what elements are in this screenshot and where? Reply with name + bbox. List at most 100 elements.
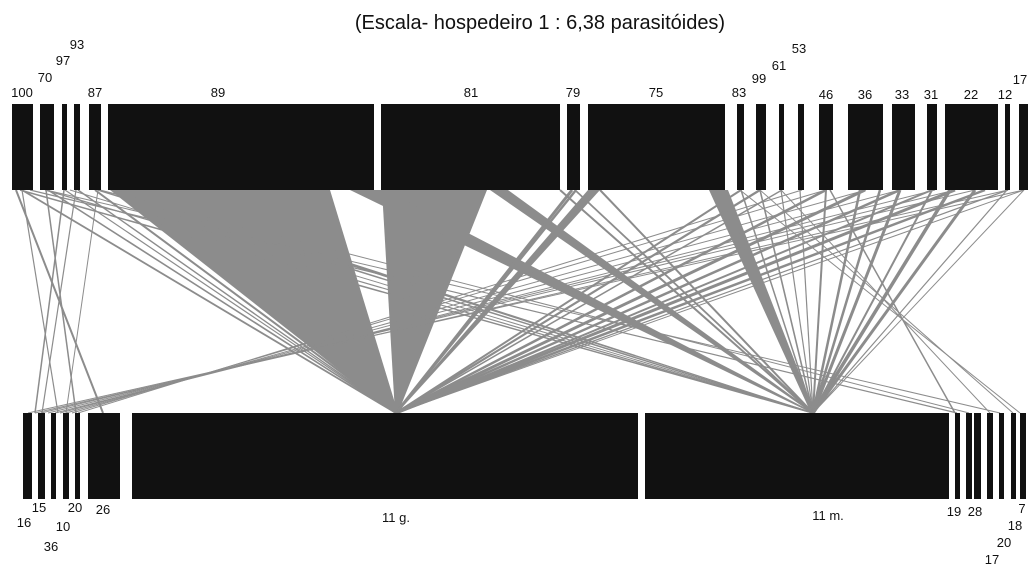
link-line (45, 189, 1001, 414)
bottom-label: 10 (56, 519, 70, 534)
link-line (41, 189, 77, 414)
link-line (559, 189, 814, 414)
top-label: 46 (819, 87, 833, 102)
scale-title: (Escala- hospedeiro 1 : 6,38 parasitóide… (355, 12, 725, 34)
top-node-bar (89, 104, 101, 190)
link-line (812, 189, 933, 414)
top-node-bar (927, 104, 937, 190)
bottom-label: 16 (17, 515, 31, 530)
top-node-bar (62, 104, 67, 190)
link-wedge (490, 190, 815, 413)
link-line (97, 189, 814, 414)
link-line (65, 189, 99, 414)
top-node-bar (381, 104, 560, 190)
link-line (21, 189, 59, 414)
link-line (395, 189, 1009, 414)
top-node-bar (798, 104, 804, 190)
link-line (759, 189, 1014, 414)
interaction-links (15, 188, 1025, 415)
top-node-bar (108, 104, 374, 190)
bottom-label: 11 m. (812, 508, 844, 523)
bottom-node-bar (88, 413, 120, 499)
bottom-node-bar (1011, 413, 1016, 499)
bottom-labels: 16 15 36 10 20 26 11 g. 11 m. 19 28 7 18… (17, 500, 1026, 566)
bottom-node-bar (1020, 413, 1026, 499)
bottom-node-bar (38, 413, 45, 499)
top-node-bar (945, 104, 998, 190)
link-line (64, 189, 397, 414)
top-node-bar (848, 104, 883, 190)
top-label: 99 (752, 71, 766, 86)
top-node-bar (74, 104, 80, 190)
top-label: 100 (11, 85, 33, 100)
bottom-label: 18 (1008, 518, 1022, 533)
top-label: 33 (895, 87, 909, 102)
link-line (395, 188, 827, 415)
top-label: 89 (211, 85, 225, 100)
top-label: 87 (88, 85, 102, 100)
link-line (94, 189, 397, 414)
bottom-label: 19 (947, 504, 961, 519)
top-label: 31 (924, 87, 938, 102)
link-line (99, 189, 970, 414)
top-label: 61 (772, 58, 786, 73)
top-node-bar (892, 104, 915, 190)
link-wedge (110, 190, 398, 413)
bottom-node-bar (966, 413, 972, 499)
top-label: 17 (1013, 72, 1027, 87)
bottom-node-bar (23, 413, 32, 499)
link-line (739, 189, 1021, 414)
top-node-bar (588, 104, 725, 190)
top-label: 53 (792, 41, 806, 56)
top-label: 83 (732, 85, 746, 100)
top-node-bar (819, 104, 833, 190)
top-node-bar (779, 104, 784, 190)
top-label: 12 (998, 87, 1012, 102)
bottom-label: 15 (32, 500, 46, 515)
link-wedge (112, 190, 815, 413)
bottom-node-bar (645, 413, 949, 499)
bottom-node-bar (974, 413, 981, 499)
bottom-node-bar (63, 413, 69, 499)
link-line (29, 189, 958, 414)
link-line (19, 189, 814, 414)
top-node-bar (1019, 104, 1028, 190)
link-line (47, 189, 397, 414)
link-line (395, 189, 783, 414)
bottom-label: 17 (985, 552, 999, 566)
top-label: 79 (566, 85, 580, 100)
link-wedge (382, 190, 487, 413)
top-label: 93 (70, 37, 84, 52)
top-label: 75 (649, 85, 663, 100)
link-line (77, 189, 397, 414)
top-node-bar (567, 104, 580, 190)
link-line (812, 189, 827, 414)
top-label: 36 (858, 87, 872, 102)
top-node-bar (40, 104, 54, 190)
top-node-bar (1005, 104, 1010, 190)
link-wedge (350, 190, 815, 413)
link-line (395, 188, 956, 415)
link-line (811, 189, 862, 414)
link-line (77, 189, 803, 414)
bottom-label: 26 (96, 502, 110, 517)
bottom-label: 11 g. (382, 510, 410, 525)
link-line (780, 189, 991, 414)
link-line (599, 189, 814, 414)
bottom-label: 20 (997, 535, 1011, 550)
bottom-node-bar (987, 413, 993, 499)
link-line (812, 189, 1025, 414)
bottom-node-bar (999, 413, 1004, 499)
top-label: 97 (56, 53, 70, 68)
top-node-bar (737, 104, 744, 190)
bottom-node-bar (955, 413, 960, 499)
link-line (395, 189, 742, 414)
top-labels: 100 70 97 93 87 89 81 79 75 83 99 61 53 … (11, 37, 1027, 102)
link-line (27, 189, 1025, 414)
link-line (829, 189, 956, 414)
bottom-label: 7 (1018, 501, 1025, 516)
bottom-label: 28 (968, 504, 982, 519)
link-line (34, 189, 65, 414)
node-bars (12, 104, 1028, 499)
